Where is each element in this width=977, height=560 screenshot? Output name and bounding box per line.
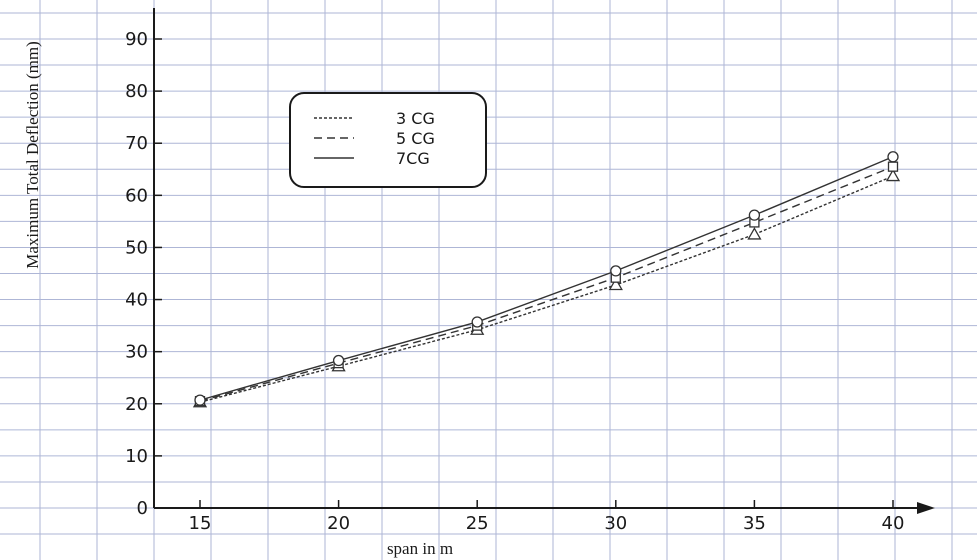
y-tick-label: 60 (125, 185, 148, 206)
x-axis-label: span in m (387, 539, 453, 558)
x-axis-arrow (917, 502, 935, 514)
point-7cg (887, 151, 899, 163)
point-7cg (610, 265, 622, 277)
y-tick-label: 50 (125, 237, 148, 258)
y-tick-label: 70 (125, 133, 148, 154)
y-tick-label: 0 (137, 498, 148, 519)
series-line-7cg (199, 156, 894, 401)
point-7cg (194, 394, 206, 406)
point-3cg (885, 168, 901, 182)
point-7cg (471, 316, 483, 328)
point-3cg (608, 277, 623, 291)
y-tick-label: 80 (125, 81, 148, 102)
legend-label-7cg: 7CG (396, 149, 430, 168)
data-series (192, 151, 901, 408)
legend-label-3cg: 3 CG (396, 109, 435, 128)
y-tick-label: 30 (125, 342, 148, 363)
x-tick-label: 25 (466, 513, 489, 534)
point-7cg (748, 209, 761, 221)
series-line-3cg (199, 175, 894, 403)
axes (153, 8, 935, 514)
legend: 3 CG 5 CG 7CG (289, 92, 487, 188)
y-tick-label: 20 (125, 394, 148, 415)
legend-label-5cg: 5 CG (396, 129, 435, 148)
point-3cg (747, 227, 762, 240)
x-tick-label: 30 (604, 513, 627, 534)
series-line-5cg (199, 166, 894, 402)
point-7cg (332, 354, 345, 367)
y-tick-label: 10 (125, 446, 148, 467)
y-tick-label: 40 (125, 290, 148, 311)
legend-box (289, 92, 487, 188)
x-tick-label: 40 (882, 513, 905, 534)
y-tick-label: 90 (125, 29, 148, 50)
x-tick-label: 35 (743, 513, 766, 534)
x-tick-label: 15 (189, 513, 212, 534)
x-tick-labels: 15 20 25 30 35 40 (189, 513, 905, 534)
y-axis-label: Maximum Total Deflection (mm) (23, 41, 42, 268)
x-tick-label: 20 (327, 513, 350, 534)
y-tick-labels: 0 10 20 30 40 50 60 70 80 90 (125, 29, 148, 519)
point-5cg (887, 161, 899, 172)
